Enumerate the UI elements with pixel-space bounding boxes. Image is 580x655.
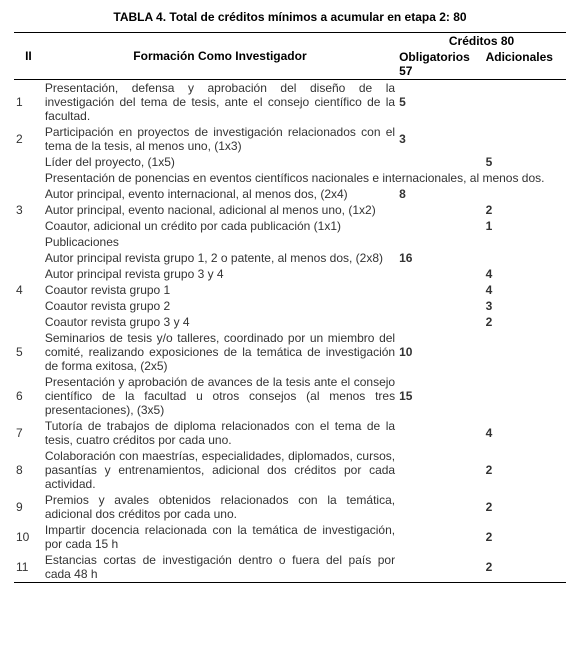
row-desc: Presentación, defensa y aprobación del d… — [43, 80, 397, 125]
row-number: 8 — [14, 448, 43, 492]
header-formacion: Formación Como Investigador — [43, 33, 397, 80]
row-desc: Autor principal, evento internacional, a… — [43, 186, 397, 202]
row-adic — [484, 186, 566, 202]
row-adic: 4 — [484, 418, 566, 448]
row-number: 2 — [14, 124, 43, 154]
row-oblig — [397, 202, 484, 218]
table-body: 1Presentación, defensa y aprobación del … — [14, 80, 566, 583]
row-desc: Coautor revista grupo 1 — [43, 282, 397, 298]
row-adic — [484, 124, 566, 154]
row-oblig: 10 — [397, 330, 484, 374]
row-adic — [484, 250, 566, 266]
row-desc: Coautor, adicional un crédito por cada p… — [43, 218, 397, 234]
row-oblig: 8 — [397, 186, 484, 202]
row-desc: Autor principal, evento nacional, adicio… — [43, 202, 397, 218]
row-number: 1 — [14, 80, 43, 125]
row-adic: 4 — [484, 282, 566, 298]
row-adic: 3 — [484, 298, 566, 314]
row-number: 9 — [14, 492, 43, 522]
row-oblig — [397, 298, 484, 314]
row-desc: Seminarios de tesis y/o talleres, coordi… — [43, 330, 397, 374]
header-adic: Adicionales — [484, 49, 566, 80]
row-desc: Participación en proyectos de investigac… — [43, 124, 397, 154]
row-adic: 2 — [484, 522, 566, 552]
row-adic: 2 — [484, 552, 566, 583]
row-oblig — [397, 522, 484, 552]
row-number: 4 — [14, 250, 43, 330]
row-oblig: 3 — [397, 124, 484, 154]
row-oblig — [397, 418, 484, 448]
row-adic — [484, 330, 566, 374]
credits-table: II Formación Como Investigador Créditos … — [14, 32, 566, 583]
row-desc: Presentación y aprobación de avances de … — [43, 374, 397, 418]
row-oblig — [397, 234, 484, 250]
row-oblig — [397, 282, 484, 298]
row-adic: 4 — [484, 266, 566, 282]
row-desc: Autor principal revista grupo 3 y 4 — [43, 266, 397, 282]
header-creditos: Créditos 80 — [397, 33, 566, 50]
row-adic — [484, 234, 566, 250]
row-desc: Colaboración con maestrías, especialidad… — [43, 448, 397, 492]
row-desc: Autor principal revista grupo 1, 2 o pat… — [43, 250, 397, 266]
row-oblig — [397, 314, 484, 330]
row-adic: 2 — [484, 492, 566, 522]
row-oblig — [397, 492, 484, 522]
row-adic — [484, 80, 566, 125]
row-desc: Estancias cortas de investigación dentro… — [43, 552, 397, 583]
row-adic: 2 — [484, 202, 566, 218]
row-desc: Impartir docencia relacionada con la tem… — [43, 522, 397, 552]
row-desc: Coautor revista grupo 3 y 4 — [43, 314, 397, 330]
row-oblig: 5 — [397, 80, 484, 125]
row-number — [14, 154, 43, 170]
row-oblig — [397, 266, 484, 282]
row-oblig — [397, 218, 484, 234]
row-desc: Tutoría de trabajos de diploma relaciona… — [43, 418, 397, 448]
row-adic: 2 — [484, 448, 566, 492]
row-number: 7 — [14, 418, 43, 448]
header-oblig: Obligatorios 57 — [397, 49, 484, 80]
row-oblig — [397, 552, 484, 583]
row-number: 5 — [14, 330, 43, 374]
row-number: 3 — [14, 186, 43, 234]
row-adic: 5 — [484, 154, 566, 170]
row-desc: Premios y avales obtenidos relacionados … — [43, 492, 397, 522]
row-adic: 1 — [484, 218, 566, 234]
row-desc: Coautor revista grupo 2 — [43, 298, 397, 314]
row-oblig — [397, 448, 484, 492]
header-roman: II — [14, 33, 43, 80]
table-title: TABLA 4. Total de créditos mínimos a acu… — [14, 10, 566, 24]
row-oblig: 15 — [397, 374, 484, 418]
row-number: 10 — [14, 522, 43, 552]
full-span-text: Presentación de ponencias en eventos cie… — [43, 170, 566, 186]
row-number: 6 — [14, 374, 43, 418]
row-adic: 2 — [484, 314, 566, 330]
row-number: 11 — [14, 552, 43, 583]
row-oblig — [397, 154, 484, 170]
row-oblig: 16 — [397, 250, 484, 266]
row-desc: Publicaciones — [43, 234, 397, 250]
row-number — [14, 234, 43, 250]
row-adic — [484, 374, 566, 418]
row-desc: Líder del proyecto, (1x5) — [43, 154, 397, 170]
